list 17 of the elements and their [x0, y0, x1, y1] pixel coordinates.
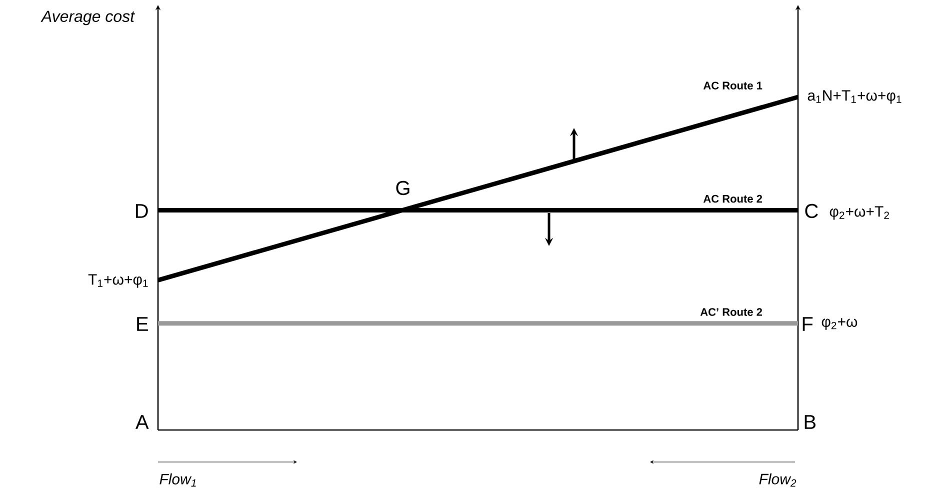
- annotation: B: [804, 415, 816, 429]
- series-label: AC’ Route 2: [700, 308, 762, 316]
- annotation: A: [136, 415, 149, 429]
- annotation: T$_{1}$+ω+φ$_{1}$: [88, 274, 148, 288]
- text: Flow$_{1}$: [160, 473, 196, 487]
- annotation: F: [802, 317, 813, 331]
- annotation: C: [805, 204, 818, 218]
- annotation: E: [137, 317, 148, 331]
- text: Flow$_{2}$: [759, 473, 796, 487]
- annotation: φ$_{2}$+ω: [822, 318, 858, 330]
- annotation: a$_{1}$N+T$_{1}$+ω+φ$_{1}$: [808, 90, 902, 104]
- annotation: G: [396, 180, 410, 196]
- annotation: φ$_{2}$+ω+T$_{2}$: [830, 206, 889, 220]
- y-axis-title: Average cost: [40, 10, 136, 26]
- annotation: D: [136, 204, 148, 218]
- series-label: AC Route 1: [703, 82, 762, 90]
- series-label: AC Route 2: [703, 194, 762, 203]
